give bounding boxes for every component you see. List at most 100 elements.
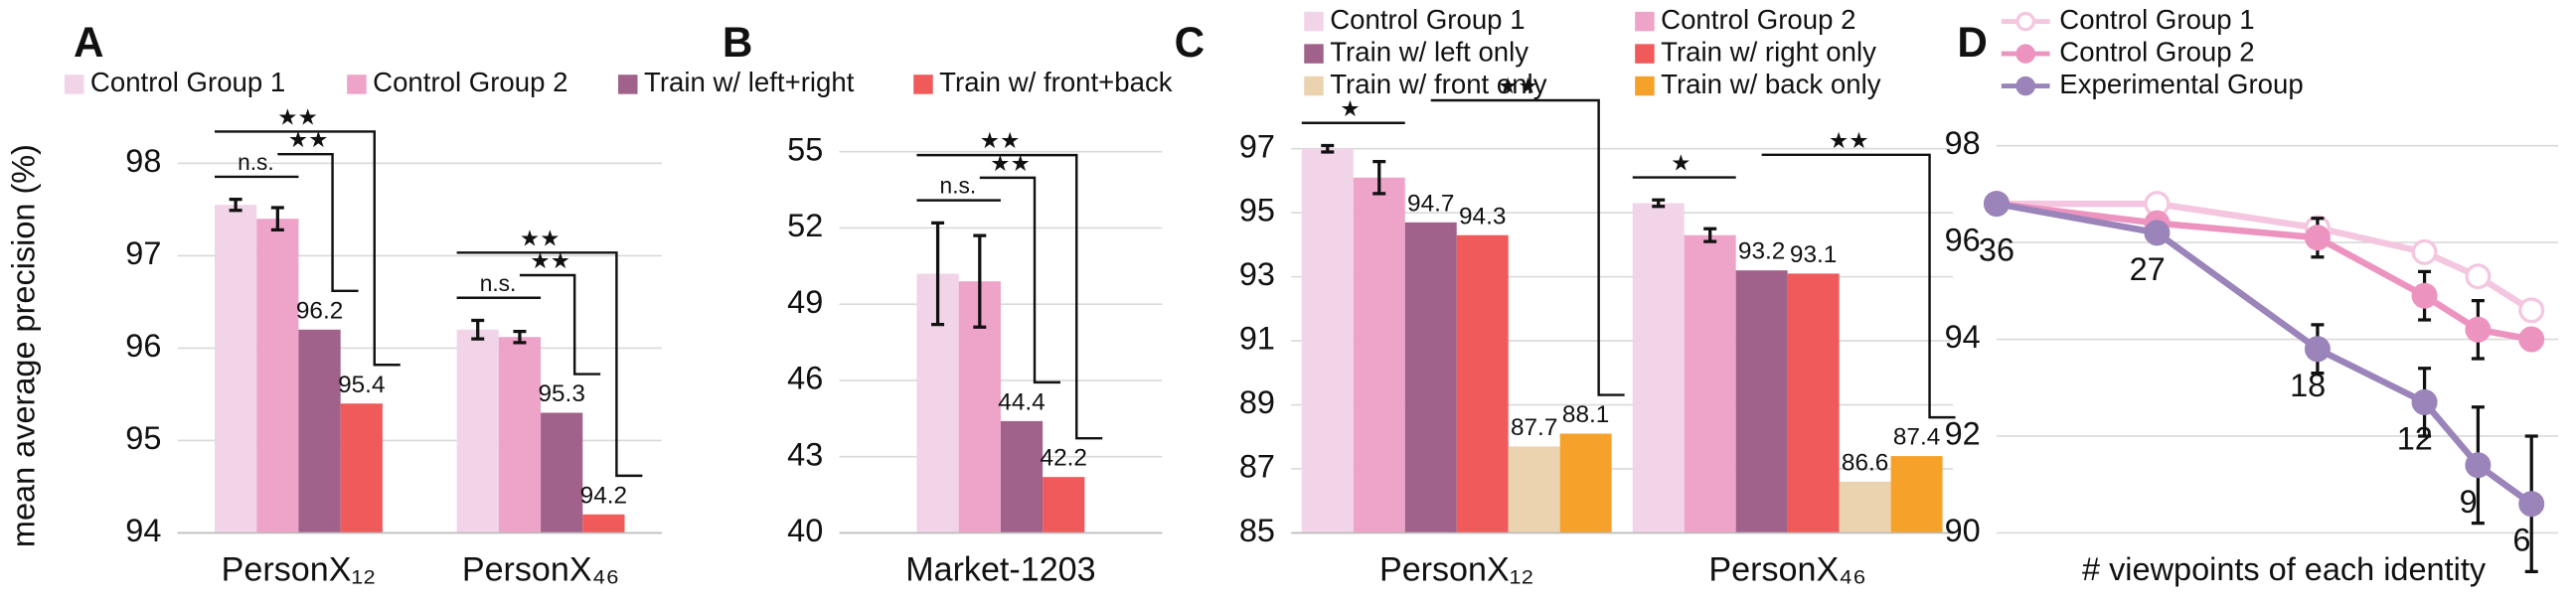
significance-label: ★★ [1498, 73, 1538, 98]
legend-label: Control Group 2 [1661, 4, 1855, 35]
y-tick-label: 96 [125, 328, 161, 364]
legend-marker [2015, 11, 2035, 32]
significance-bracket [456, 251, 643, 478]
y-tick-label: 96 [1945, 223, 1981, 258]
significance-label: ★★ [277, 103, 318, 129]
legend-label: Control Group 1 [1330, 4, 1525, 35]
legend-marker [2015, 76, 2035, 96]
point [2518, 491, 2545, 518]
error-bar [270, 206, 284, 231]
point [2465, 316, 2492, 343]
y-axis-label: mean average precision (%) [6, 144, 42, 547]
error-bar [513, 330, 527, 345]
error-bar [1652, 198, 1666, 209]
data-label: 96.2 [296, 297, 343, 324]
x-tick-label: PersonX₁₂ [1379, 550, 1534, 588]
bar [1301, 148, 1354, 533]
error-bar [1703, 227, 1717, 243]
point [2411, 388, 2438, 415]
y-tick-label: 94 [1945, 319, 1981, 355]
y-tick-label: 90 [1945, 513, 1981, 548]
point [2411, 282, 2438, 309]
data-label: 87.4 [1893, 424, 1940, 451]
panel-title: D [1957, 19, 1988, 66]
data-label: 93.2 [1738, 238, 1785, 265]
significance-label: ★★ [990, 150, 1031, 176]
x-tick-label: PersonX₁₂ [222, 550, 377, 588]
point [2465, 452, 2492, 479]
bar [1787, 273, 1840, 533]
error-bar [1372, 159, 1386, 196]
panel-title: B [723, 19, 753, 66]
significance-label: ★ [1671, 150, 1690, 176]
panel-title: C [1175, 19, 1206, 66]
significance-label: n.s. [238, 149, 274, 175]
legend-label: Train w/ back only [1661, 69, 1881, 99]
data-label: 95.4 [338, 372, 385, 398]
bar [1559, 433, 1612, 533]
data-label: 95.3 [538, 380, 584, 407]
point [1983, 191, 2010, 218]
bar [498, 337, 542, 533]
legend-label: Train w/ front only [1330, 69, 1546, 99]
legend-swatch [913, 75, 933, 94]
y-tick-label: 49 [787, 284, 823, 320]
point [2304, 336, 2331, 363]
point-label: 6 [2512, 523, 2530, 558]
legend-label: Train w/ left only [1330, 36, 1529, 67]
y-tick-label: 95 [125, 420, 161, 456]
legend-label: Control Group 2 [373, 67, 567, 97]
bar [1890, 456, 1943, 533]
significance-bracket [215, 130, 401, 367]
bar [582, 514, 625, 533]
x-tick-label: PersonX₄₆ [462, 550, 619, 588]
y-tick-label: 97 [125, 235, 161, 271]
legend-swatch [1635, 11, 1655, 32]
bar [1353, 177, 1405, 533]
y-tick-label: 87 [1239, 449, 1275, 485]
point-label: 12 [2397, 420, 2433, 456]
legend-swatch [1635, 76, 1655, 96]
y-tick-label: 91 [1239, 321, 1275, 357]
error-bar [973, 233, 987, 329]
point [2465, 263, 2492, 290]
point-label: 36 [1979, 231, 2014, 267]
y-tick-label: 52 [787, 208, 823, 243]
error-bar [931, 221, 945, 327]
legend-label: Experimental Group [2059, 69, 2303, 99]
legend-swatch [1635, 44, 1655, 64]
significance-bracket [1430, 98, 1625, 396]
y-tick-label: 95 [1239, 193, 1275, 228]
significance-bracket [916, 153, 1103, 440]
point-label: 27 [2130, 251, 2166, 287]
y-tick-label: 92 [1945, 416, 1981, 452]
data-label: 42.2 [1041, 445, 1087, 472]
x-tick-label: Market-1203 [905, 550, 1095, 588]
bar [456, 329, 499, 533]
significance-label: ★★ [520, 225, 561, 250]
data-label: 94.2 [580, 482, 627, 509]
bar [1043, 477, 1085, 533]
data-label: 93.1 [1790, 241, 1837, 268]
data-label: 86.6 [1842, 449, 1888, 476]
legend-label: Control Group 2 [2059, 36, 2254, 67]
legend-label: Train w/ front+back [939, 67, 1173, 97]
bar [340, 403, 383, 533]
error-bar [229, 198, 242, 213]
data-label: 44.4 [998, 388, 1045, 415]
bar [256, 219, 299, 533]
significance-bracket [519, 273, 601, 376]
data-label: 94.7 [1407, 190, 1454, 217]
significance-label: ★★ [288, 126, 329, 152]
y-tick-label: 97 [1239, 128, 1275, 164]
significance-bracket [979, 176, 1061, 384]
legend-marker [2015, 44, 2035, 64]
y-tick-label: 55 [787, 131, 823, 167]
bar [1404, 222, 1457, 533]
bar [1839, 481, 1891, 533]
significance-bracket [277, 152, 359, 293]
significance-label: ★★ [530, 247, 570, 273]
legend-swatch [1304, 44, 1324, 64]
error-bar [471, 318, 485, 341]
